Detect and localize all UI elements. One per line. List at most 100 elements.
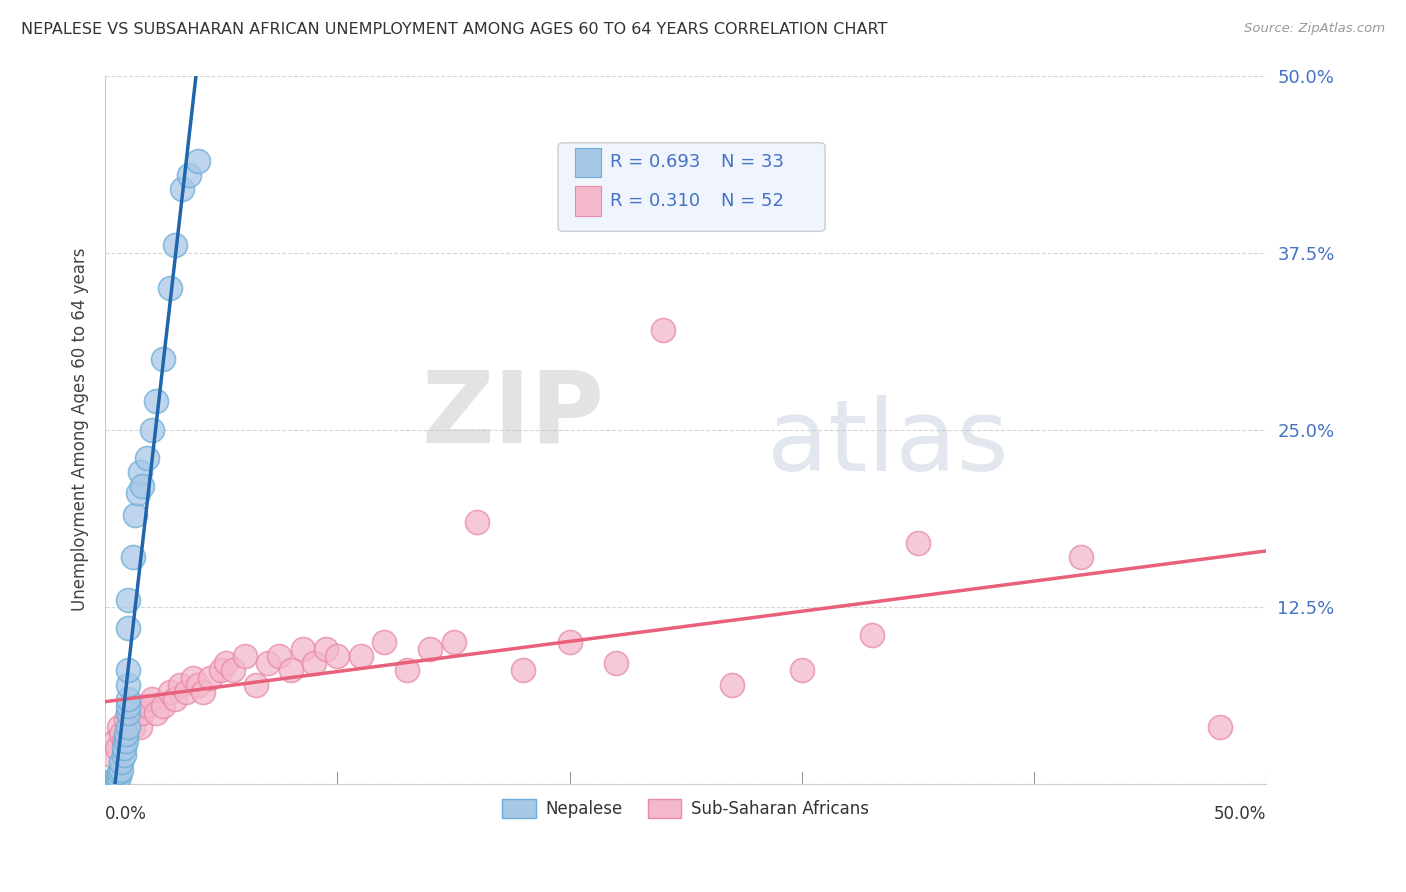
- Point: [129, 720, 152, 734]
- Point: [721, 677, 744, 691]
- Point: [233, 649, 256, 664]
- Point: [110, 756, 132, 770]
- Point: [110, 763, 132, 777]
- Point: [176, 684, 198, 698]
- Text: R = 0.693: R = 0.693: [610, 153, 700, 171]
- Point: [115, 713, 138, 727]
- Point: [117, 691, 139, 706]
- Point: [105, 772, 128, 787]
- Text: ZIP: ZIP: [422, 367, 605, 464]
- Point: [191, 684, 214, 698]
- Point: [108, 720, 131, 734]
- Point: [112, 748, 135, 763]
- Point: [291, 642, 314, 657]
- Point: [222, 664, 245, 678]
- Point: [131, 479, 153, 493]
- Text: Source: ZipAtlas.com: Source: ZipAtlas.com: [1244, 22, 1385, 36]
- Point: [1209, 720, 1232, 734]
- Point: [326, 649, 349, 664]
- Point: [124, 698, 146, 713]
- Point: [465, 515, 488, 529]
- Point: [315, 642, 337, 657]
- Point: [145, 706, 167, 720]
- Point: [136, 450, 159, 465]
- Point: [117, 706, 139, 720]
- Point: [141, 691, 163, 706]
- Text: N = 33: N = 33: [720, 153, 783, 171]
- Point: [101, 773, 124, 788]
- Point: [117, 621, 139, 635]
- Point: [198, 671, 221, 685]
- Point: [117, 677, 139, 691]
- Text: N = 52: N = 52: [720, 192, 783, 210]
- Point: [1069, 550, 1091, 565]
- Point: [145, 394, 167, 409]
- Point: [112, 734, 135, 748]
- Point: [159, 684, 181, 698]
- Point: [103, 734, 125, 748]
- Point: [177, 168, 200, 182]
- Point: [115, 734, 138, 748]
- Legend: Nepalese, Sub-Saharan Africans: Nepalese, Sub-Saharan Africans: [496, 792, 876, 825]
- Text: atlas: atlas: [768, 395, 1008, 492]
- Point: [907, 536, 929, 550]
- Point: [396, 664, 419, 678]
- Point: [350, 649, 373, 664]
- Point: [108, 765, 131, 780]
- Point: [163, 691, 186, 706]
- Y-axis label: Unemployment Among Ages 60 to 64 years: Unemployment Among Ages 60 to 64 years: [72, 248, 89, 611]
- Point: [269, 649, 291, 664]
- Point: [152, 698, 174, 713]
- Point: [170, 182, 193, 196]
- Point: [169, 677, 191, 691]
- Point: [280, 664, 302, 678]
- Point: [124, 508, 146, 522]
- Point: [117, 664, 139, 678]
- Point: [122, 550, 145, 565]
- Point: [256, 657, 278, 671]
- Text: 0.0%: 0.0%: [105, 805, 148, 823]
- Point: [129, 465, 152, 479]
- Point: [790, 664, 813, 678]
- Point: [105, 741, 128, 756]
- Bar: [575, 147, 600, 178]
- Point: [131, 706, 153, 720]
- Point: [112, 741, 135, 756]
- Point: [136, 698, 159, 713]
- Point: [117, 720, 139, 734]
- Point: [159, 281, 181, 295]
- Point: [860, 628, 883, 642]
- Point: [101, 748, 124, 763]
- Text: NEPALESE VS SUBSAHARAN AFRICAN UNEMPLOYMENT AMONG AGES 60 TO 64 YEARS CORRELATIO: NEPALESE VS SUBSAHARAN AFRICAN UNEMPLOYM…: [21, 22, 887, 37]
- Point: [141, 423, 163, 437]
- Point: [187, 677, 209, 691]
- Point: [605, 657, 627, 671]
- Point: [443, 635, 465, 649]
- Point: [187, 153, 209, 168]
- Point: [108, 770, 131, 784]
- Point: [127, 486, 149, 500]
- Point: [117, 592, 139, 607]
- Point: [373, 635, 395, 649]
- Point: [183, 671, 205, 685]
- Point: [117, 706, 139, 720]
- Point: [115, 727, 138, 741]
- Point: [651, 323, 673, 337]
- Point: [163, 238, 186, 252]
- Bar: [575, 186, 600, 216]
- Text: 50.0%: 50.0%: [1213, 805, 1267, 823]
- Point: [215, 657, 238, 671]
- Point: [117, 698, 139, 713]
- Point: [122, 720, 145, 734]
- Point: [245, 677, 267, 691]
- Point: [302, 657, 325, 671]
- FancyBboxPatch shape: [558, 143, 825, 231]
- Point: [209, 664, 232, 678]
- Point: [419, 642, 441, 657]
- Point: [105, 770, 128, 784]
- Text: R = 0.310: R = 0.310: [610, 192, 700, 210]
- Point: [110, 727, 132, 741]
- Point: [558, 635, 581, 649]
- Point: [512, 664, 534, 678]
- Point: [152, 351, 174, 366]
